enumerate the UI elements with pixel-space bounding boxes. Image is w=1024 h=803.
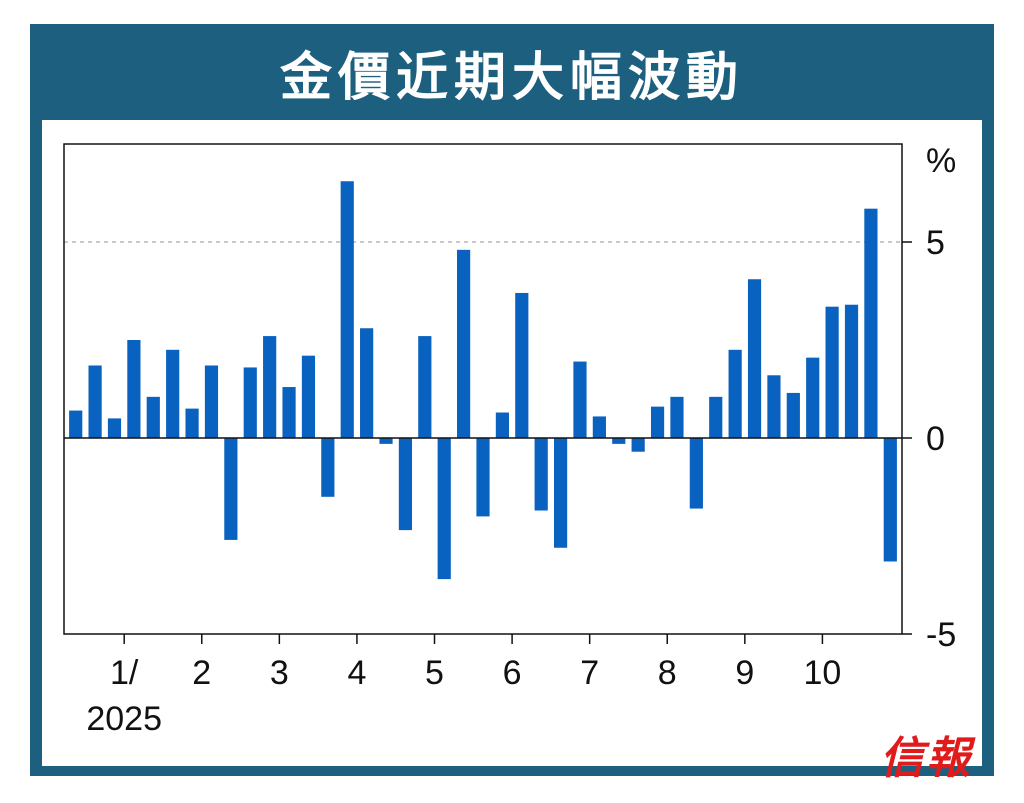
bar-15 [340,181,354,439]
x-tick-label: 4 [347,654,366,692]
bar-11 [263,336,277,438]
bar-chart: 5 0 -5% 1/2025 2 3 4 5 6 7 8 9 10 [63,142,956,738]
bar-17 [379,438,393,444]
bar-3 [107,418,122,438]
bar-4 [127,340,141,438]
bar-7 [185,408,199,438]
bar-12 [282,387,296,438]
bar-20 [437,438,451,580]
bar-34 [709,396,723,438]
x-tick-label: 6 [503,654,522,692]
x-tick-label: 10 [804,654,842,692]
plot-border [63,143,903,635]
bar-25 [534,438,548,511]
chart-frame: 金價近期大幅波動 5 0 -5% 1/2025 2 3 4 5 6 7 8 9 10 信報 [30,24,994,784]
bar-35 [728,349,742,438]
bar-28 [592,416,606,438]
y-unit-label: % [926,142,956,180]
bar-38 [786,392,800,438]
bar-40 [825,306,839,438]
x-tick-label: 3 [270,654,289,692]
y-tick-label: -5 [926,616,956,654]
x-tick-label: 2 [192,654,211,692]
axis-layer: 5 0 -5% 1/2025 2 3 4 5 6 7 8 9 10 [63,142,956,738]
title-bar: 金價近期大幅波動 [30,24,994,120]
x-tick-label: 1/ [110,654,139,692]
bar-24 [515,292,529,438]
bar-36 [747,279,762,438]
bar-9 [224,438,238,540]
chart-panel: 5 0 -5% 1/2025 2 3 4 5 6 7 8 9 10 信報 [42,120,982,784]
bar-1 [69,410,83,438]
bar-16 [360,328,374,438]
bar-18 [398,438,413,531]
x-tick-label: 9 [735,654,754,692]
bar-2 [88,365,102,438]
bar-32 [670,396,684,438]
bar-42 [864,208,878,438]
x-tick-label: 7 [580,654,599,692]
x-tick-label: 8 [658,654,677,692]
bar-41 [844,304,859,438]
y-tick-label: 5 [926,224,945,262]
bar-33 [689,438,703,509]
bar-37 [767,375,781,438]
bar-22 [476,438,490,517]
bar-31 [650,406,665,438]
bar-43 [883,438,897,562]
bar-39 [806,357,820,438]
bar-19 [418,336,432,438]
bar-27 [573,361,587,438]
plot-area [64,181,902,580]
bar-23 [495,412,509,438]
bar-30 [631,438,645,452]
xinbao-logo: 信報 [880,733,972,784]
x-tick-label: 5 [425,654,444,692]
bar-8 [204,365,219,438]
y-tick-label: 0 [926,420,945,458]
bar-26 [553,438,568,548]
bar-21 [457,249,471,438]
bar-13 [301,355,316,438]
bar-6 [166,349,180,438]
bar-14 [321,438,335,497]
x-year-label: 2025 [86,700,162,738]
bar-10 [243,367,257,438]
bar-29 [612,438,626,444]
bar-5 [146,396,160,438]
chart-title: 金價近期大幅波動 [279,47,744,108]
